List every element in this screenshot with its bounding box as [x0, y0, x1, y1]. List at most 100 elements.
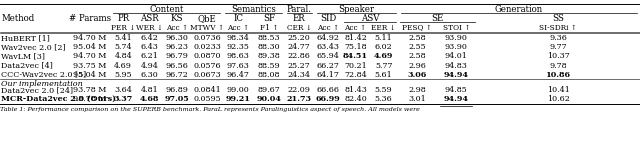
Text: 4.84: 4.84 — [115, 52, 132, 60]
Text: 93.90: 93.90 — [445, 43, 468, 51]
Text: 94.01: 94.01 — [445, 52, 468, 60]
Text: 5.41: 5.41 — [115, 34, 132, 42]
Text: 0.0673: 0.0673 — [193, 71, 221, 79]
Text: Generation: Generation — [495, 5, 543, 14]
Text: 93.78 M: 93.78 M — [73, 86, 106, 94]
Text: 5.95: 5.95 — [115, 71, 132, 79]
Text: 5.74: 5.74 — [115, 43, 132, 51]
Text: WavLM [3]: WavLM [3] — [1, 52, 45, 60]
Text: Content: Content — [149, 5, 184, 14]
Text: 64.92: 64.92 — [317, 34, 339, 42]
Text: 70.21: 70.21 — [344, 62, 367, 70]
Text: Paral.: Paral. — [287, 5, 312, 14]
Text: Our implementation: Our implementation — [1, 80, 83, 88]
Text: PER ↓: PER ↓ — [111, 24, 136, 32]
Text: Data2vec [4]: Data2vec [4] — [1, 62, 53, 70]
Text: 4.94: 4.94 — [141, 62, 158, 70]
Text: 99.21: 99.21 — [225, 95, 251, 103]
Text: 94.94: 94.94 — [444, 71, 469, 79]
Text: 95.04 M: 95.04 M — [73, 43, 106, 51]
Text: 4.69: 4.69 — [374, 52, 394, 60]
Text: 96.23: 96.23 — [166, 43, 188, 51]
Text: 2.58: 2.58 — [408, 34, 426, 42]
Text: KS: KS — [171, 15, 183, 23]
Text: 3.64: 3.64 — [115, 86, 132, 94]
Text: 94.94: 94.94 — [444, 95, 469, 103]
Text: 96.79: 96.79 — [166, 52, 188, 60]
Text: 63.43: 63.43 — [317, 43, 339, 51]
Text: 81.43: 81.43 — [344, 86, 367, 94]
Text: CCC-Wav2vec 2.0 [5]: CCC-Wav2vec 2.0 [5] — [1, 71, 86, 79]
Text: 6.42: 6.42 — [141, 34, 158, 42]
Text: 93.78 M: 93.78 M — [73, 95, 106, 103]
Text: 89.67: 89.67 — [257, 86, 280, 94]
Text: PR: PR — [117, 15, 129, 23]
Text: 75.18: 75.18 — [344, 43, 367, 51]
Text: 72.84: 72.84 — [344, 71, 367, 79]
Text: 65.94: 65.94 — [317, 52, 339, 60]
Text: 88.59: 88.59 — [257, 62, 280, 70]
Text: 25.20: 25.20 — [288, 34, 310, 42]
Text: 4.69: 4.69 — [115, 62, 132, 70]
Text: 22.09: 22.09 — [288, 86, 310, 94]
Text: 88.30: 88.30 — [257, 43, 280, 51]
Text: MCR-Data2vec 2.0 (Ours): MCR-Data2vec 2.0 (Ours) — [1, 95, 116, 103]
Text: 6.02: 6.02 — [375, 43, 392, 51]
Text: Wav2vec 2.0 [2]: Wav2vec 2.0 [2] — [1, 43, 66, 51]
Text: 4.81: 4.81 — [141, 86, 158, 94]
Text: 99.00: 99.00 — [227, 86, 250, 94]
Text: 93.75 M: 93.75 M — [73, 62, 106, 70]
Text: 5.36: 5.36 — [375, 95, 392, 103]
Text: 94.85: 94.85 — [445, 86, 468, 94]
Text: SI-SDRi ↑: SI-SDRi ↑ — [540, 24, 577, 32]
Text: 6.30: 6.30 — [141, 71, 158, 79]
Text: 6.43: 6.43 — [141, 43, 158, 51]
Text: WER ↓: WER ↓ — [136, 24, 163, 32]
Text: Acc ↑: Acc ↑ — [227, 24, 249, 32]
Text: 66.99: 66.99 — [316, 95, 340, 103]
Text: 21.73: 21.73 — [287, 95, 312, 103]
Text: 3.01: 3.01 — [408, 95, 426, 103]
Text: 3.37: 3.37 — [113, 95, 133, 103]
Text: HuBERT [1]: HuBERT [1] — [1, 34, 50, 42]
Text: Semantics: Semantics — [231, 5, 276, 14]
Text: Acc ↑: Acc ↑ — [317, 24, 339, 32]
Text: 4.68: 4.68 — [140, 95, 159, 103]
Text: 90.04: 90.04 — [257, 95, 281, 103]
Text: F1 ↑: F1 ↑ — [260, 24, 278, 32]
Text: 98.34: 98.34 — [227, 34, 250, 42]
Text: QbE: QbE — [198, 15, 216, 23]
Text: 96.47: 96.47 — [227, 71, 250, 79]
Text: 81.42: 81.42 — [344, 34, 367, 42]
Text: 94.70 M: 94.70 M — [73, 34, 106, 42]
Text: 5.11: 5.11 — [375, 34, 392, 42]
Text: 64.17: 64.17 — [317, 71, 339, 79]
Text: 88.08: 88.08 — [257, 71, 280, 79]
Text: 6.21: 6.21 — [141, 52, 158, 60]
Text: 96.72: 96.72 — [166, 71, 188, 79]
Text: 9.36: 9.36 — [550, 34, 567, 42]
Text: Method: Method — [1, 15, 35, 23]
Text: 93.90: 93.90 — [445, 34, 468, 42]
Text: 89.38: 89.38 — [257, 52, 280, 60]
Text: # Params: # Params — [68, 15, 111, 23]
Text: ASV: ASV — [361, 15, 379, 23]
Text: 10.62: 10.62 — [547, 95, 570, 103]
Text: 66.27: 66.27 — [317, 62, 339, 70]
Text: 2.96: 2.96 — [408, 62, 426, 70]
Text: 5.77: 5.77 — [375, 62, 392, 70]
Text: 2.55: 2.55 — [408, 43, 426, 51]
Text: 0.0870: 0.0870 — [193, 52, 221, 60]
Text: EER ↓: EER ↓ — [371, 24, 396, 32]
Text: PESQ ↑: PESQ ↑ — [402, 24, 432, 32]
Text: 10.41: 10.41 — [547, 86, 570, 94]
Text: 94.83: 94.83 — [445, 62, 468, 70]
Text: Acc ↑: Acc ↑ — [166, 24, 188, 32]
Text: 22.86: 22.86 — [288, 52, 310, 60]
Text: ER: ER — [293, 15, 305, 23]
Text: 97.63: 97.63 — [227, 62, 250, 70]
Text: 0.0841: 0.0841 — [193, 86, 221, 94]
Text: Table 1: Performance comparison on the SUPERB benchmark. ParaL represents Parali: Table 1: Performance comparison on the S… — [0, 107, 420, 112]
Text: 10.86: 10.86 — [546, 71, 571, 79]
Text: 82.40: 82.40 — [344, 95, 367, 103]
